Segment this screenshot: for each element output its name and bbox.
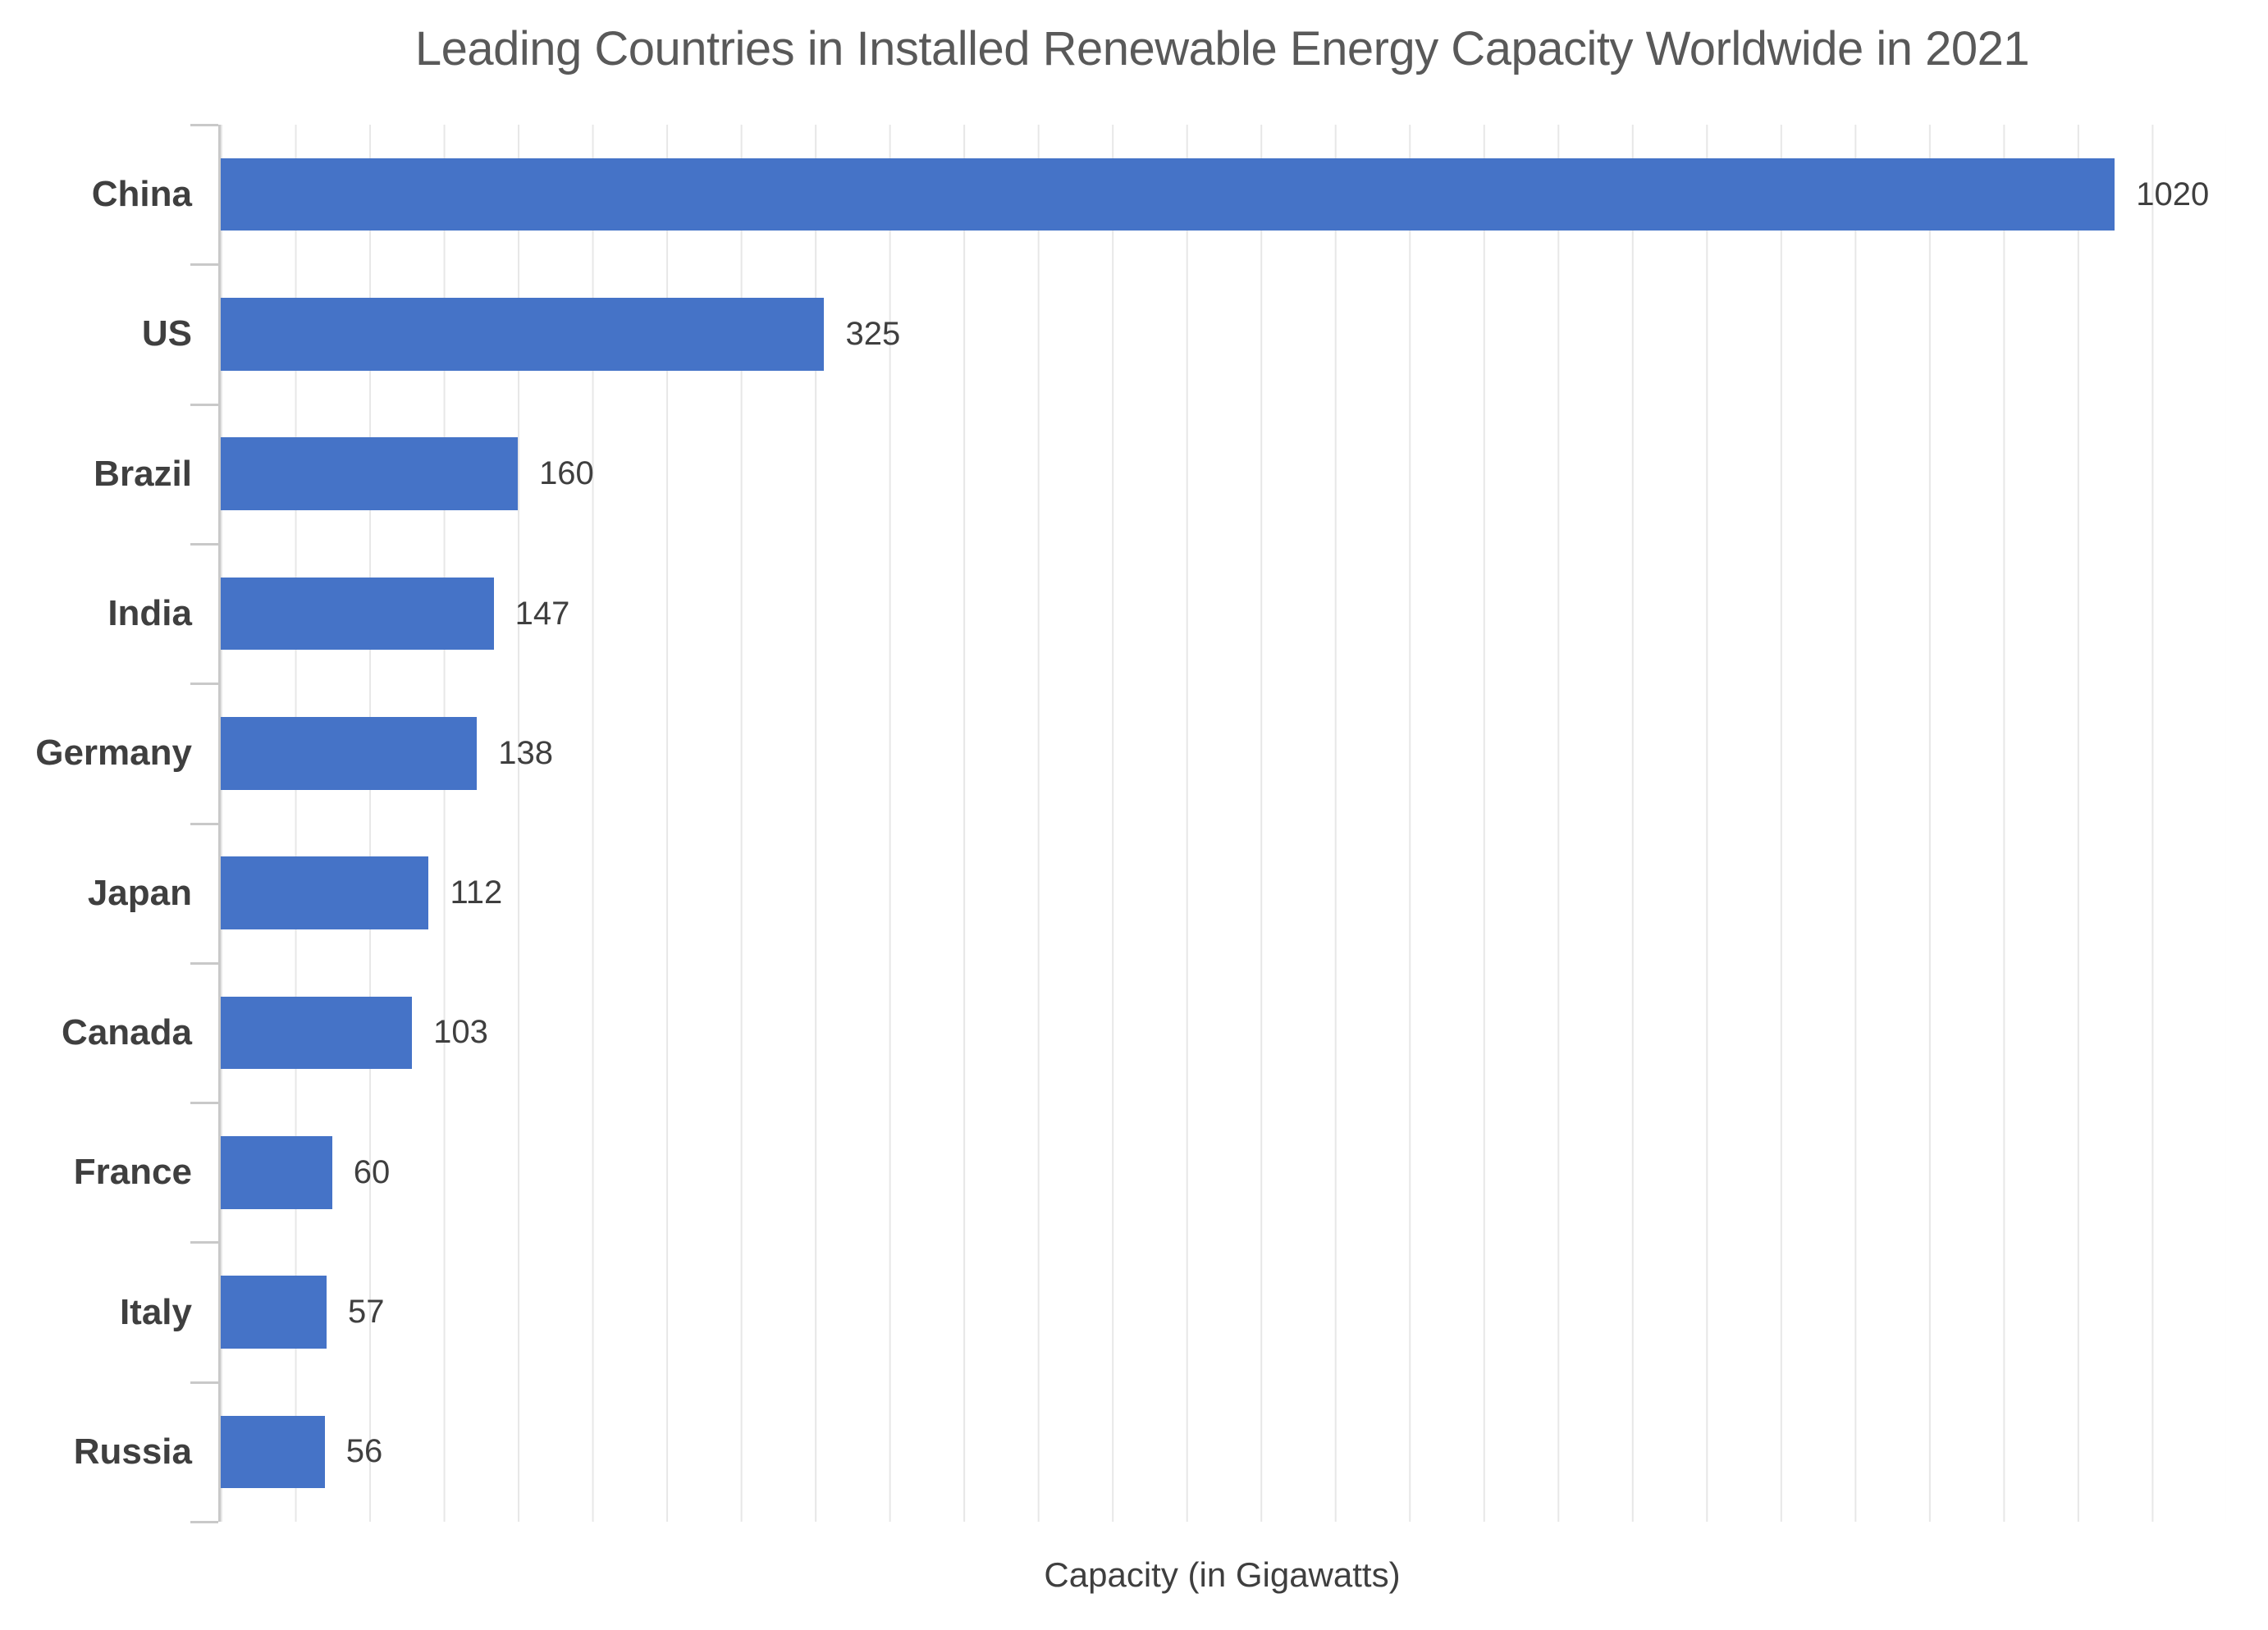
axis-tick	[190, 822, 218, 825]
category-label-canada: Canada	[62, 1011, 192, 1052]
bar-france	[221, 1135, 332, 1209]
chart-row-italy: 57	[221, 1242, 2226, 1381]
value-label-japan: 112	[450, 874, 503, 911]
category-label-japan: Japan	[87, 872, 192, 913]
chart-row-russia: 56	[221, 1382, 2226, 1522]
chart-row-india: 147	[221, 544, 2226, 683]
axis-tick	[190, 403, 218, 406]
category-axis-labels: China US Brazil India Germany Japan Canada Fran…	[0, 125, 192, 1522]
category-label-russia: Russia	[73, 1431, 192, 1472]
value-label-italy: 57	[347, 1294, 385, 1331]
bar-brazil	[221, 437, 519, 511]
category-label-germany: Germany	[35, 733, 192, 774]
plot-area: 1020 325 160 147 138 112 103 60 57 56	[218, 125, 2226, 1522]
value-label-russia: 56	[345, 1433, 383, 1470]
axis-tick	[190, 542, 218, 546]
axis-tick	[190, 1102, 218, 1105]
bar-italy	[221, 1276, 327, 1349]
bar-india	[221, 577, 494, 651]
axis-tick	[190, 1381, 218, 1384]
chart-row-germany: 138	[221, 683, 2226, 823]
chart-row-us: 325	[221, 264, 2226, 404]
axis-tick	[190, 263, 218, 267]
y-axis-ticks	[190, 124, 218, 1523]
bar-us	[221, 298, 825, 371]
bar-russia	[221, 1415, 325, 1489]
category-label-france: France	[73, 1152, 192, 1193]
rows: 1020 325 160 147 138 112 103 60 57 56	[221, 125, 2226, 1522]
bar-germany	[221, 717, 478, 790]
axis-tick	[190, 683, 218, 686]
value-label-china: 1020	[2136, 176, 2210, 212]
chart-row-france: 60	[221, 1103, 2226, 1242]
axis-tick	[190, 961, 218, 965]
chart-row-canada: 103	[221, 963, 2226, 1103]
x-axis-label: Capacity (in Gigawatts)	[1044, 1555, 1401, 1594]
chart-row-china: 1020	[221, 125, 2226, 264]
category-label-italy: Italy	[119, 1291, 192, 1332]
category-label-us: US	[141, 313, 192, 354]
value-label-germany: 138	[498, 734, 554, 771]
axis-tick	[190, 1241, 218, 1244]
value-label-france: 60	[353, 1153, 391, 1190]
bar-canada	[221, 996, 413, 1070]
chart-row-japan: 112	[221, 823, 2226, 962]
category-label-brazil: Brazil	[94, 453, 192, 494]
bar-japan	[221, 856, 429, 929]
axis-tick	[190, 124, 218, 126]
chart-title: Leading Countries in Installed Renewable…	[414, 22, 2030, 75]
value-label-us: 325	[845, 315, 901, 352]
bar-china	[221, 158, 2115, 231]
category-label-china: China	[91, 174, 192, 215]
value-label-brazil: 160	[539, 455, 594, 492]
value-label-canada: 103	[433, 1014, 488, 1051]
value-label-india: 147	[514, 595, 570, 632]
category-label-india: India	[107, 593, 192, 634]
chart-row-brazil: 160	[221, 404, 2226, 544]
axis-tick	[190, 1521, 218, 1523]
